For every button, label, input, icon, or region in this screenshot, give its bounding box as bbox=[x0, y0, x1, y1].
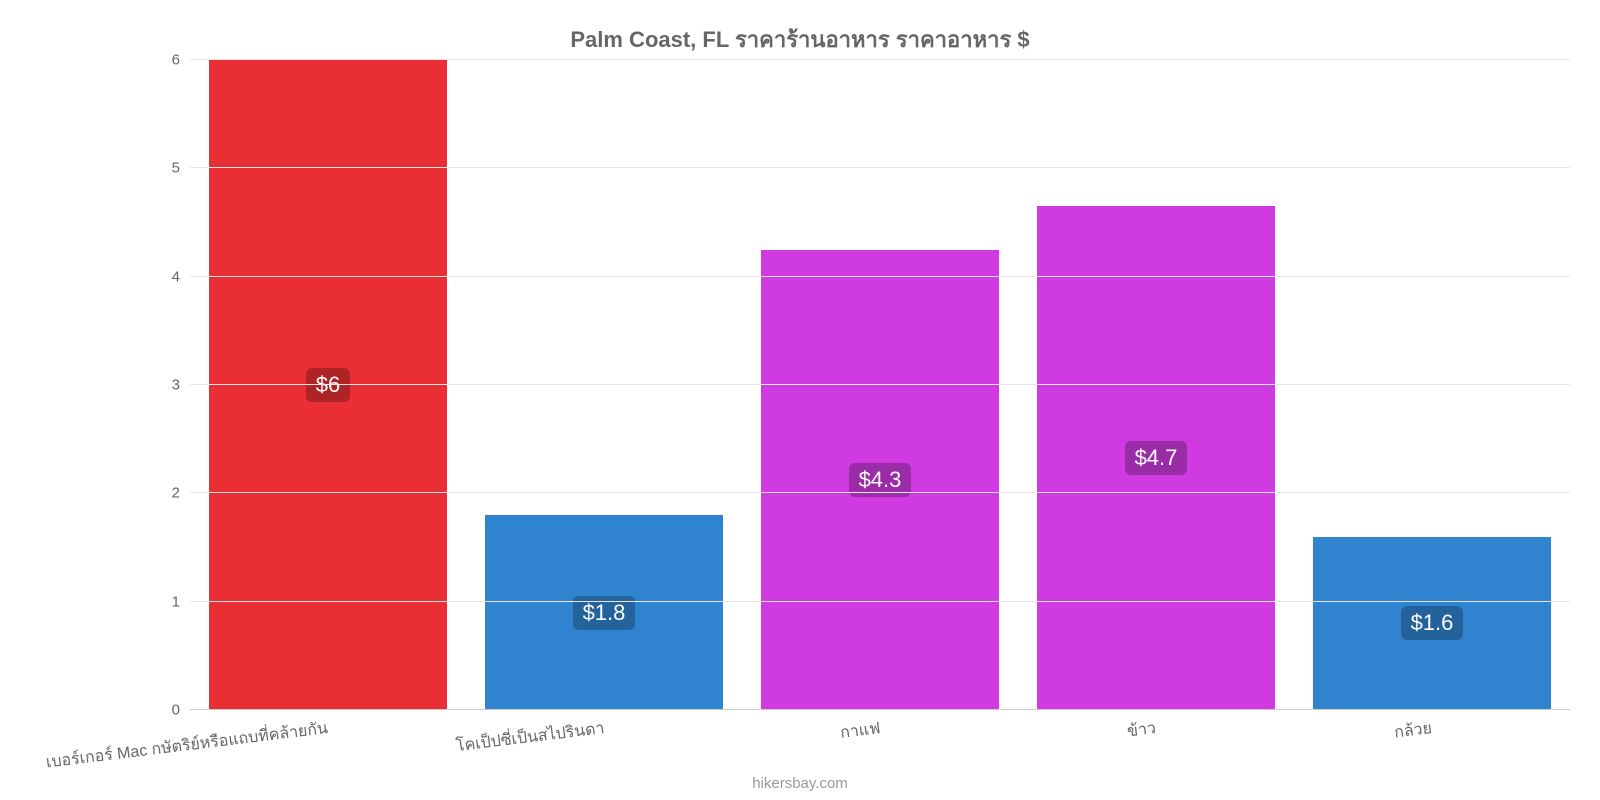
x-axis-category-label: กาแฟ bbox=[838, 716, 881, 746]
x-axis-category-label: เบอร์เกอร์ Mac กษัตริย์หรือแถบที่คล้ายกั… bbox=[45, 716, 330, 775]
y-tick-label: 6 bbox=[172, 52, 180, 69]
gridline bbox=[190, 384, 1570, 385]
y-tick-label: 2 bbox=[172, 485, 180, 502]
gridline bbox=[190, 59, 1570, 60]
bar: $4.3 bbox=[761, 250, 998, 710]
y-tick-label: 0 bbox=[172, 702, 180, 719]
bar-slot: $6 bbox=[190, 60, 466, 710]
price-bar-chart: Palm Coast, FL ราคาร้านอาหาร ราคาอาหาร $… bbox=[0, 0, 1600, 800]
chart-footer: hikersbay.com bbox=[0, 775, 1600, 792]
y-tick-label: 3 bbox=[172, 377, 180, 394]
gridline bbox=[190, 601, 1570, 602]
bar-slot: $1.6 bbox=[1294, 60, 1570, 710]
bar: $1.6 bbox=[1313, 537, 1550, 710]
y-tick-label: 1 bbox=[172, 593, 180, 610]
plot-area: $6$1.8$4.3$4.7$1.6 0123456 bbox=[190, 60, 1570, 710]
gridline bbox=[190, 276, 1570, 277]
bar-slot: $1.8 bbox=[466, 60, 742, 710]
gridline bbox=[190, 167, 1570, 168]
bars-group: $6 $1.8$4.3 $4.7 $1.6 bbox=[190, 60, 1570, 710]
y-tick-label: 5 bbox=[172, 160, 180, 177]
bar: $1.8 bbox=[485, 515, 722, 710]
bar: $4.7 bbox=[1037, 206, 1274, 710]
bar-value-label: $4.7 bbox=[1125, 441, 1188, 475]
chart-title: Palm Coast, FL ราคาร้านอาหาร ราคาอาหาร $ bbox=[0, 0, 1600, 57]
x-axis-category-label: ข้าว bbox=[1126, 716, 1158, 744]
gridline bbox=[190, 492, 1570, 493]
bar-value-label: $6 bbox=[306, 368, 350, 402]
bar: $6 bbox=[209, 60, 446, 710]
bar-slot: $4.7 bbox=[1018, 60, 1294, 710]
bar-slot: $4.3 bbox=[742, 60, 1018, 710]
bar-value-label: $1.6 bbox=[1401, 606, 1464, 640]
x-axis-category-label: กล้วย bbox=[1393, 716, 1434, 745]
axis-baseline bbox=[190, 709, 1570, 710]
y-tick-label: 4 bbox=[172, 268, 180, 285]
x-axis-category-label: โคเป็ปซี่เป็นสไปรินดา bbox=[454, 716, 605, 759]
